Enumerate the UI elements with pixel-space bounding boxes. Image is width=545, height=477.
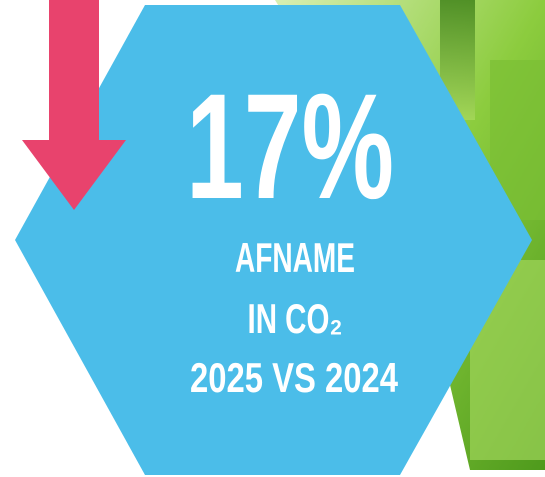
- caption-line: AFNAME: [235, 234, 355, 281]
- caption-line: IN CO₂: [248, 295, 343, 342]
- stat-value: 17%: [186, 62, 394, 230]
- page: 17% AFNAME IN CO₂ 2025 VS 2024 (() => { …: [0, 0, 545, 477]
- caption-line: 2025 VS 2024: [190, 354, 398, 401]
- infographic: 17% AFNAME IN CO₂ 2025 VS 2024: [0, 0, 545, 477]
